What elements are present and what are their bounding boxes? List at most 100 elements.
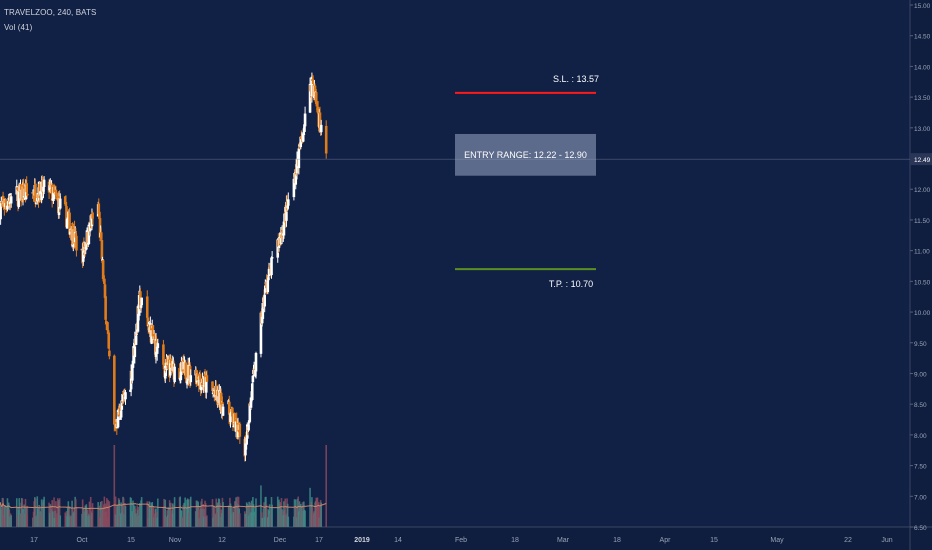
candle-body bbox=[244, 436, 247, 456]
time-tick-label: 17 bbox=[315, 537, 323, 544]
candle-body bbox=[52, 185, 56, 193]
candle-body bbox=[3, 207, 6, 210]
candle-body bbox=[146, 317, 150, 327]
candle-body bbox=[65, 206, 68, 228]
candle-body bbox=[211, 381, 214, 392]
time-tick-label: 15 bbox=[710, 537, 718, 544]
candle-body bbox=[34, 183, 37, 202]
candle-body bbox=[119, 410, 123, 418]
candle-body bbox=[319, 124, 323, 133]
volume-bar bbox=[219, 502, 221, 527]
candle-body bbox=[270, 257, 273, 276]
volume-bar bbox=[103, 496, 106, 527]
candle-body bbox=[55, 197, 59, 200]
candle-body bbox=[9, 196, 13, 204]
volume-bar bbox=[157, 498, 159, 527]
volume-bar bbox=[222, 502, 224, 527]
candle-body bbox=[58, 198, 62, 209]
candle-body bbox=[98, 218, 102, 238]
volume-bar bbox=[55, 501, 57, 527]
entry-zone bbox=[455, 133, 596, 176]
price-tick-label: 11.00 bbox=[914, 249, 930, 256]
price-tick-label: 9.50 bbox=[914, 341, 927, 348]
candle-body bbox=[178, 368, 181, 380]
volume-bar bbox=[295, 506, 298, 527]
volume-bar bbox=[287, 516, 290, 527]
candle-body bbox=[68, 229, 72, 235]
candle-body bbox=[247, 424, 250, 431]
candle-body bbox=[108, 350, 111, 357]
candle-body bbox=[103, 278, 106, 284]
candle-body bbox=[233, 413, 237, 423]
candle-body bbox=[65, 219, 69, 229]
volume-bar bbox=[271, 504, 273, 527]
candle-body bbox=[302, 133, 306, 136]
volume-bar bbox=[211, 499, 214, 527]
candle-body bbox=[324, 125, 328, 154]
volume-bar bbox=[118, 499, 121, 527]
volume-bar bbox=[239, 513, 241, 527]
candle-body bbox=[151, 325, 155, 337]
volume-bar bbox=[59, 515, 62, 527]
candle-body bbox=[122, 391, 125, 396]
price-axis-panel bbox=[910, 0, 932, 550]
candle-body bbox=[153, 333, 157, 340]
volume-bar bbox=[286, 503, 289, 527]
candle-body bbox=[101, 260, 105, 280]
candle-body bbox=[38, 184, 42, 199]
volume-bar bbox=[124, 505, 127, 527]
time-tick-label: 22 bbox=[844, 537, 852, 544]
price-tick-label: 10.00 bbox=[914, 310, 931, 317]
price-tick-label: 10.50 bbox=[914, 279, 931, 286]
price-tick-label: 14.50 bbox=[914, 34, 931, 41]
candle-body bbox=[136, 306, 140, 332]
candle-body bbox=[227, 401, 231, 415]
volume-bar bbox=[276, 496, 279, 527]
candle-body bbox=[42, 186, 45, 192]
candle-body bbox=[232, 425, 235, 428]
candle-body bbox=[254, 353, 258, 372]
price-tick-label: 13.50 bbox=[914, 95, 931, 102]
candle-body bbox=[260, 316, 264, 324]
volume-bar bbox=[18, 498, 21, 527]
candle-body bbox=[140, 297, 143, 306]
time-axis-panel bbox=[0, 527, 932, 550]
volume-bars bbox=[0, 445, 327, 527]
candle-body bbox=[248, 403, 252, 422]
volume-bar bbox=[15, 498, 18, 527]
candle-body bbox=[311, 79, 314, 81]
time-tick-label: 2019 bbox=[354, 537, 370, 544]
candle-body bbox=[316, 107, 320, 112]
volume-bar bbox=[189, 496, 192, 527]
candle-body bbox=[0, 202, 3, 206]
candle-body bbox=[184, 362, 188, 379]
candle-body bbox=[196, 373, 199, 381]
volume-bar bbox=[320, 502, 323, 527]
candle-body bbox=[85, 247, 88, 250]
candle-body bbox=[254, 370, 257, 377]
time-tick-label: Oct bbox=[77, 537, 88, 544]
candle-body bbox=[68, 212, 71, 235]
candles bbox=[0, 72, 328, 462]
candle-body bbox=[198, 373, 202, 380]
volume-legend[interactable]: Vol (41) bbox=[4, 23, 33, 32]
candle-body bbox=[221, 406, 225, 416]
candle-body bbox=[17, 190, 20, 208]
candle-body bbox=[131, 360, 135, 368]
price-tick-label: 13.00 bbox=[914, 126, 931, 133]
candle-body bbox=[121, 400, 124, 403]
candle-body bbox=[313, 85, 317, 96]
price-tick-label: 12.00 bbox=[914, 187, 931, 194]
candle-body bbox=[299, 136, 303, 148]
candle-body bbox=[238, 423, 242, 437]
time-tick-label: Mar bbox=[557, 537, 570, 544]
symbol-legend[interactable]: TRAVELZOO, 240, BATS bbox=[4, 8, 97, 17]
entry-range-label: ENTRY RANGE: 12.22 - 12.90 bbox=[464, 150, 587, 160]
candle-body bbox=[162, 362, 166, 370]
candle-body bbox=[145, 296, 149, 318]
time-tick-label: May bbox=[770, 537, 784, 544]
candle-body bbox=[308, 83, 312, 113]
volume-bar bbox=[152, 507, 155, 527]
candle-body bbox=[6, 205, 9, 210]
